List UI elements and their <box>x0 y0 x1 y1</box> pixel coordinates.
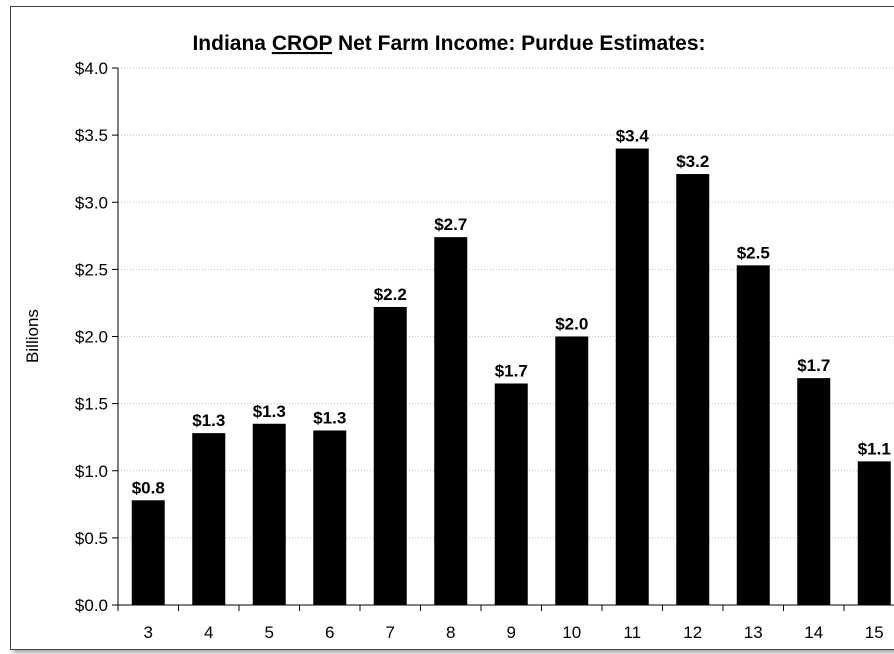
bar <box>615 148 649 606</box>
chart-title-part: CROP <box>272 32 333 55</box>
chart-title-part: Indiana <box>192 32 271 55</box>
data-label: $1.7 <box>797 356 830 375</box>
data-label: $1.3 <box>253 402 286 421</box>
y-tick-label: $0.5 <box>75 529 108 548</box>
bar <box>313 430 347 605</box>
data-label: $1.3 <box>313 408 346 427</box>
y-axis-title: Billions <box>23 309 42 363</box>
data-label: $2.2 <box>374 285 407 304</box>
y-tick-label: $1.5 <box>75 395 108 414</box>
bar <box>494 383 528 605</box>
x-tick-label: 11 <box>623 623 641 642</box>
bar <box>676 174 710 605</box>
y-tick-label: $4.0 <box>75 59 108 78</box>
bar <box>373 306 407 605</box>
y-tick-label: $3.0 <box>75 193 108 212</box>
bar <box>252 423 286 605</box>
bar <box>736 265 770 605</box>
data-label: $2.5 <box>737 243 770 262</box>
x-tick-label: 13 <box>744 623 763 642</box>
y-tick-label: $3.5 <box>75 126 108 145</box>
chart-title-part: Net Farm Income: Purdue Estimates: <box>332 32 705 55</box>
y-tick-label: $2.0 <box>75 328 108 347</box>
data-labels: $0.8 $1.3 $1.3 $1.3 $2.2 $2.7 $1.7 $2.0 $3.4 $3.2… <box>132 127 891 498</box>
bar <box>797 378 831 605</box>
x-tick-label: 10 <box>562 623 581 642</box>
x-tick-label: 6 <box>325 623 334 642</box>
x-tick-label: 5 <box>265 623 274 642</box>
bar <box>857 461 891 605</box>
axes: $0.0 $0.5 $1.0 $1.5 $2.0 $2.5 $3.0 $3.5 $4.0 3 4 5 6… <box>75 59 894 642</box>
data-label: $1.3 <box>192 411 225 430</box>
bar <box>434 237 468 605</box>
bar <box>555 336 589 605</box>
x-tick-label: 14 <box>804 623 823 642</box>
x-tick-label: 9 <box>507 623 516 642</box>
data-label: $1.7 <box>495 361 528 380</box>
chart-title: Indiana CROP Net Farm Income: Purdue Est… <box>192 32 705 55</box>
data-label: $0.8 <box>132 478 165 497</box>
y-tick-label: $2.5 <box>75 260 108 279</box>
x-tick-label: 3 <box>144 623 153 642</box>
data-label: $3.2 <box>676 152 709 171</box>
x-tick-label: 12 <box>683 623 702 642</box>
data-label: $2.0 <box>555 315 588 334</box>
y-tick-label: $1.0 <box>75 462 108 481</box>
bar <box>192 433 226 605</box>
y-tick-label: $0.0 <box>75 596 108 615</box>
data-label: $1.1 <box>858 439 891 458</box>
data-label: $2.7 <box>434 215 467 234</box>
x-tick-label: 4 <box>204 623 213 642</box>
x-tick-label: 15 <box>865 623 884 642</box>
bar <box>131 500 165 605</box>
x-tick-label: 7 <box>386 623 395 642</box>
bars <box>131 148 891 606</box>
data-label: $3.4 <box>616 127 650 146</box>
x-tick-label: 8 <box>446 623 455 642</box>
